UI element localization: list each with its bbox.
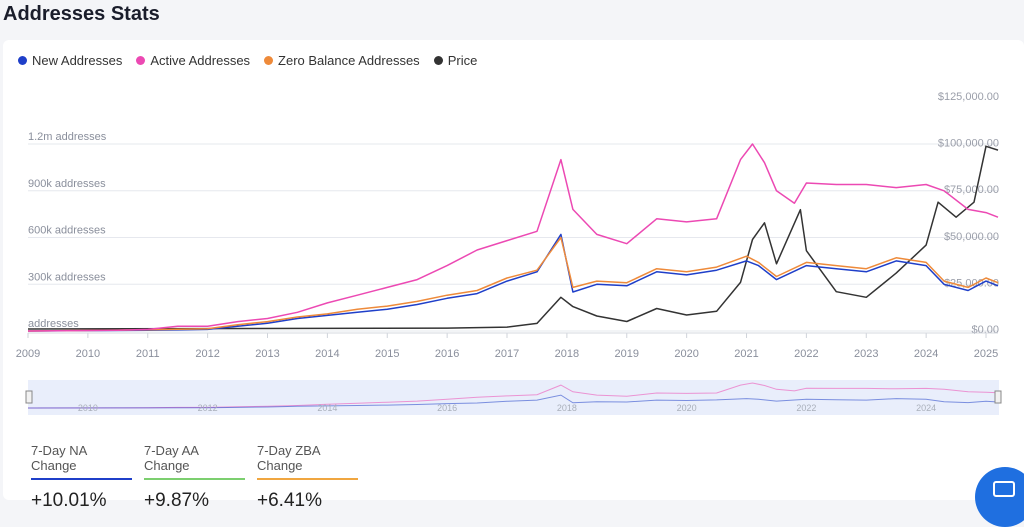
new-addresses-dot-icon <box>18 56 27 65</box>
left-axis-ticks: addresses 300k addresses 600k addresses 900… <box>28 131 107 330</box>
right-tick-label: $75,000.00 <box>944 184 999 196</box>
navigator-line <box>27 382 999 409</box>
x-tick-label: 2016 <box>435 348 459 360</box>
navigator-tick-label: 2022 <box>796 403 816 413</box>
navigator-handle <box>25 390 33 404</box>
navigator-tick-label: 2016 <box>437 403 457 413</box>
stat-na-change[interactable]: 7-Day NA Change +10.01% <box>31 443 132 512</box>
addresses-chart: addresses 300k addresses 600k addresses 900… <box>16 91 1002 415</box>
navigator-tick-label: 2020 <box>677 403 697 413</box>
x-tick-label: 2019 <box>615 348 639 360</box>
stat-underline <box>257 478 358 480</box>
stat-underline <box>144 478 245 480</box>
x-tick-label: 2018 <box>555 348 579 360</box>
right-axis-ticks: $0.00 $25,000.00 $50,000.00 $75,000.00 $100,… <box>938 91 999 336</box>
navigator-handle <box>994 390 1002 404</box>
x-axis-ticks: 2009 2010 2011 2012 2013 2014 2015 2016 2017 2018… <box>16 332 998 360</box>
x-tick-label: 2021 <box>734 348 758 360</box>
legend-new-addresses[interactable]: New Addresses <box>18 53 122 68</box>
chart-grid <box>28 143 998 332</box>
left-tick-label: addresses <box>28 318 79 330</box>
right-tick-label: $125,000.00 <box>938 91 999 103</box>
right-tick-label: $100,000.00 <box>938 138 999 150</box>
x-tick-label: 2022 <box>794 348 818 360</box>
chat-button[interactable] <box>975 467 1024 527</box>
stat-zba-change[interactable]: 7-Day ZBA Change +6.41% <box>257 443 358 512</box>
navigator-tick-label: 2010 <box>78 403 98 413</box>
x-tick-label: 2015 <box>375 348 399 360</box>
navigator-tick-label: 2014 <box>317 403 337 413</box>
chat-icon <box>993 481 1015 497</box>
x-tick-label: 2014 <box>315 348 339 360</box>
stat-label: 7-Day NA Change <box>31 443 87 473</box>
right-tick-label: $25,000.00 <box>944 277 999 289</box>
stat-label: 7-Day ZBA Change <box>257 443 320 473</box>
right-tick-label: $0.00 <box>971 324 999 336</box>
left-tick-label: 600k addresses <box>28 225 106 237</box>
legend-label: New Addresses <box>32 53 123 68</box>
series-line-active-addresses <box>27 143 999 332</box>
range-navigator[interactable]: 2010 2012 2014 2016 2018 2020 2022 2024 <box>25 380 1002 415</box>
left-tick-label: 300k addresses <box>28 271 106 283</box>
x-tick-label: 2010 <box>76 348 100 360</box>
left-tick-label: 1.2m addresses <box>28 131 107 143</box>
active-addresses-dot-icon <box>136 56 146 65</box>
legend-active-addresses[interactable]: Active Addresses <box>136 53 250 68</box>
navigator-track <box>28 380 999 415</box>
x-tick-label: 2023 <box>854 348 878 360</box>
navigator-tick-label: 2024 <box>916 403 936 413</box>
legend-label: Active Addresses <box>150 53 251 68</box>
x-tick-label: 2020 <box>674 348 698 360</box>
page-title: Addresses Stats <box>3 3 160 25</box>
price-dot-icon <box>433 56 443 65</box>
series-line-price <box>27 145 999 330</box>
navigator-line <box>27 394 999 409</box>
left-tick-label: 900k addresses <box>28 178 106 190</box>
legend-label: Zero Balance Addresses <box>278 53 420 68</box>
legend-label: Price <box>447 53 478 68</box>
x-tick-label: 2012 <box>195 348 219 360</box>
stat-underline <box>31 478 132 480</box>
chart-series <box>27 143 999 332</box>
legend-price[interactable]: Price <box>433 53 478 68</box>
x-tick-label: 2017 <box>495 348 519 360</box>
x-tick-label: 2009 <box>16 348 40 360</box>
series-line-zero-balance-addresses <box>27 236 999 332</box>
stat-aa-change[interactable]: 7-Day AA Change +9.87% <box>144 443 245 512</box>
legend-zero-balance-addresses[interactable]: Zero Balance Addresses <box>264 53 420 68</box>
x-tick-label: 2011 <box>136 348 160 360</box>
navigator-tick-label: 2012 <box>198 403 218 413</box>
chart-legend: New Addresses Active Addresses Zero Bala… <box>18 53 477 68</box>
right-tick-label: $50,000.00 <box>944 231 999 243</box>
x-tick-label: 2024 <box>914 348 938 360</box>
zero-balance-dot-icon <box>264 56 274 65</box>
stat-value: +9.87% <box>144 490 209 511</box>
stat-label: 7-Day AA Change <box>144 443 199 473</box>
x-tick-label: 2013 <box>255 348 279 360</box>
stat-value: +6.41% <box>257 490 322 511</box>
stats-row: 7-Day NA Change +10.01% 7-Day AA Change … <box>31 443 358 512</box>
series-line-new-addresses <box>27 233 999 332</box>
stat-value: +10.01% <box>31 490 107 511</box>
navigator-tick-label: 2018 <box>557 403 577 413</box>
x-tick-label: 2025 <box>974 348 998 360</box>
